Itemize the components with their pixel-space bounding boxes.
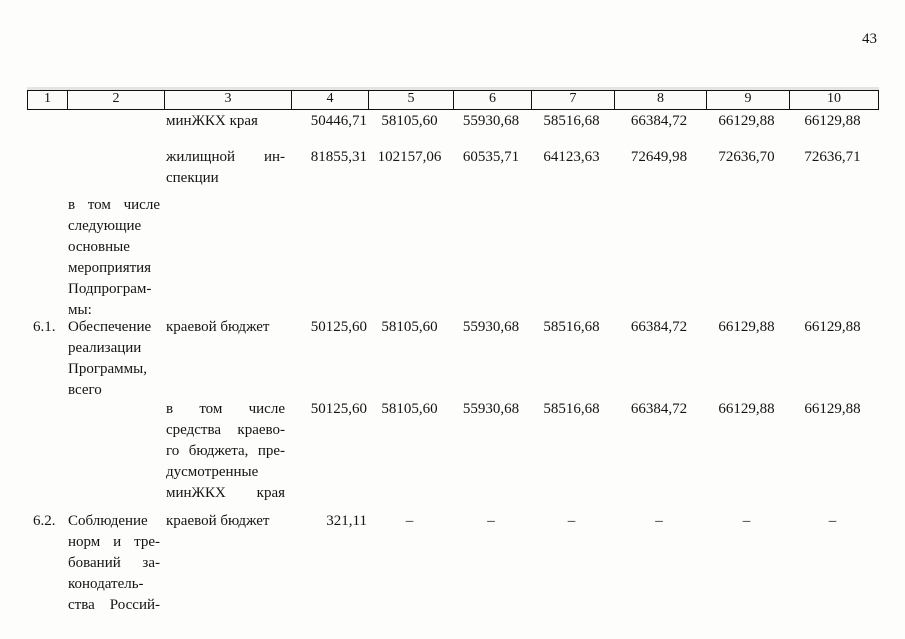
budget-source-cell: краевой бюджет <box>166 319 270 335</box>
value-cell: – <box>405 513 414 529</box>
value-cell: – <box>828 513 837 529</box>
value-cell: 66384,72 <box>630 401 688 417</box>
value-cell: 66129,88 <box>804 401 861 417</box>
table-row: в том числе средства краево- го бюджета,… <box>27 399 877 504</box>
value-cell: 58105,60 <box>381 113 438 129</box>
value-cell: – <box>487 513 495 529</box>
value-cell: 55930,68 <box>462 401 520 417</box>
header-cell-5: 5 <box>368 91 453 109</box>
value-cell: 66384,72 <box>630 113 688 129</box>
value-cell: 58516,68 <box>543 319 600 335</box>
value-cell: 66384,72 <box>630 319 688 335</box>
header-cell-9: 9 <box>706 91 789 109</box>
table-row: в том числе следующие основные мероприят… <box>27 195 877 321</box>
value-cell: – <box>567 513 576 529</box>
value-cell: 66129,88 <box>718 319 775 335</box>
header-cell-6: 6 <box>453 91 531 109</box>
value-cell: 60535,71 <box>462 149 520 165</box>
value-cell: 50125,60 <box>310 319 367 335</box>
page-number: 43 <box>862 31 877 47</box>
value-cell: 72636,71 <box>804 149 861 165</box>
budget-source-cell: краевой бюджет <box>166 513 270 529</box>
header-cell-1: 1 <box>44 91 51 106</box>
activity-name-cell: в том числе следующие основные мероприят… <box>68 197 160 318</box>
value-cell: 321,11 <box>326 513 367 529</box>
value-cell: 66129,88 <box>718 401 775 417</box>
header-cell-10: 10 <box>789 91 878 109</box>
value-cell: 55930,68 <box>462 319 520 335</box>
table-row: жилищной ин- спекции 81855,31 102157,06 … <box>27 147 877 189</box>
value-cell: 66129,88 <box>804 319 861 335</box>
header-cell-2: 2 <box>67 91 164 109</box>
table-row: 6.1. Обеспечение реализации Программы, в… <box>27 317 877 401</box>
value-cell: 55930,68 <box>462 113 520 129</box>
value-cell: 58105,60 <box>381 319 438 335</box>
activity-name-cell: Обеспечение реализации Программы, всего <box>68 319 152 398</box>
value-cell: 81855,31 <box>310 149 367 165</box>
row-index-cell: 6.1. <box>33 319 56 335</box>
value-cell: 50125,60 <box>310 401 367 417</box>
value-cell: 64123,63 <box>543 149 600 165</box>
row-index-cell: 6.2. <box>33 513 56 529</box>
value-cell: 102157,06 <box>377 149 442 165</box>
value-cell: 72636,70 <box>718 149 775 165</box>
value-cell: 50446,71 <box>310 113 367 129</box>
value-cell: 72649,98 <box>630 149 688 165</box>
value-cell: 58105,60 <box>381 401 438 417</box>
value-cell: 66129,88 <box>718 113 775 129</box>
table-header-row: 1 2 3 4 5 6 7 8 9 10 <box>27 90 879 110</box>
value-cell: – <box>655 513 663 529</box>
header-cell-7: 7 <box>531 91 614 109</box>
header-cell-8: 8 <box>614 91 706 109</box>
header-cell-4: 4 <box>291 91 368 109</box>
value-cell: 58516,68 <box>543 113 600 129</box>
value-cell: 58516,68 <box>543 401 600 417</box>
table-row: 6.2. Соблюдение норм и тре- бований за- … <box>27 511 877 616</box>
budget-source-cell: в том числе средства краево- го бюджета,… <box>166 401 285 501</box>
value-cell: – <box>742 513 751 529</box>
budget-source-cell: жилищной ин- спекции <box>166 149 285 186</box>
budget-source-cell: минЖКХ края <box>166 113 258 129</box>
header-cell-3: 3 <box>164 91 291 109</box>
table-row: минЖКХ края 50446,71 58105,60 55930,68 5… <box>27 111 877 132</box>
value-cell: 66129,88 <box>804 113 861 129</box>
activity-name-cell: Соблюдение норм и тре- бований за- конод… <box>68 513 160 613</box>
